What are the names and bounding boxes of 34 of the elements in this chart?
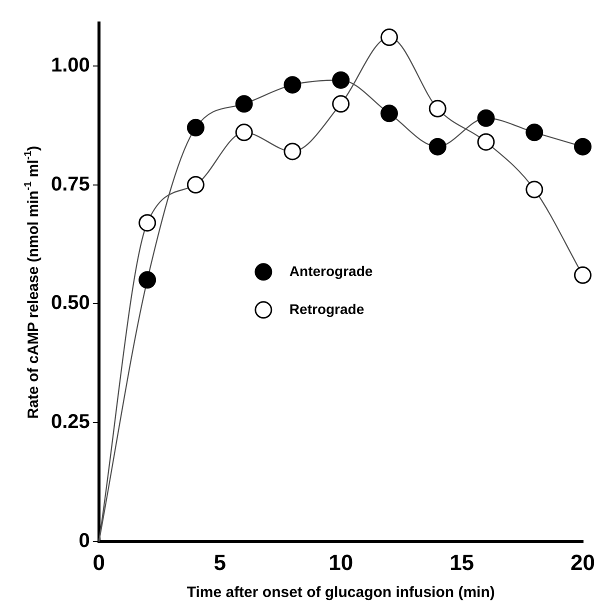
x-tick-label: 0 [92,550,106,575]
point [332,95,350,113]
point [332,71,350,89]
y-tick-label: 0.75 [50,173,90,196]
x-tick-label: 20 [570,550,596,575]
point [477,133,495,151]
point [428,138,446,156]
x-tick-label: 10 [328,550,354,575]
y-tick-label: 1.00 [50,54,90,76]
point [477,109,495,127]
point [186,176,204,194]
y-axis-title: Rate of cAMP release (nmol min-1 ml-1) [22,146,42,419]
point [138,214,156,232]
point [380,28,398,46]
point [428,100,446,118]
point [574,266,592,284]
point [138,271,156,289]
point [380,104,398,122]
y-tick-label: 0.25 [50,411,90,434]
point [284,142,302,160]
x-tick-label: 5 [214,550,226,575]
point [235,95,253,113]
x-axis-title: Time after onset of glucagon infusion (min) [186,584,495,602]
point [284,76,302,94]
legend-label: Anterograde [289,262,373,279]
y-tick-label: 0 [78,530,90,552]
point [186,118,204,136]
y-tick-label: 0.50 [50,292,90,314]
legend-label: Retrograde [289,300,364,317]
point [526,180,544,198]
point [526,124,544,142]
point [235,124,253,142]
point [574,138,592,156]
x-tick-label: 15 [450,550,474,575]
